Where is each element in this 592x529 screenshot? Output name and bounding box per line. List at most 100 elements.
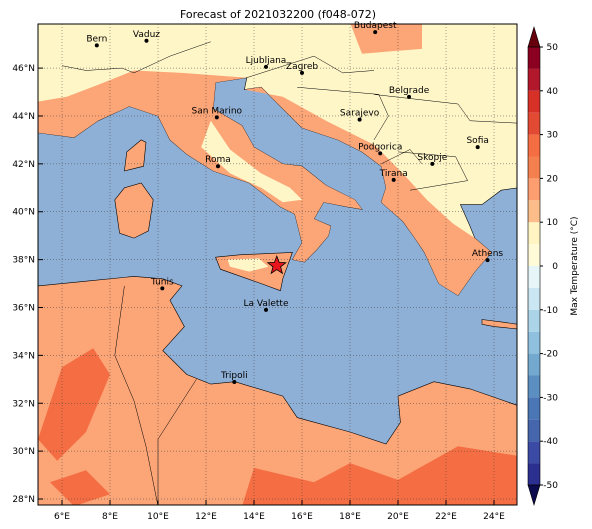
border — [297, 86, 389, 141]
lat-tick-label: 38°N — [12, 256, 35, 266]
lat-tick-label: 28°N — [12, 495, 35, 505]
colorbar-tick-label: 30 — [547, 131, 559, 141]
sardinia — [114, 182, 154, 239]
border — [61, 41, 211, 74]
lon-tick-label: 22°E — [435, 512, 457, 522]
colorbar-band — [528, 156, 540, 179]
city-label: Tripoli — [220, 371, 248, 381]
colorbar-tick-label: -30 — [543, 393, 558, 403]
lon-tick-label: 20°E — [387, 512, 409, 522]
colorbar-band — [528, 287, 540, 310]
colorbar-tick-label: -50 — [543, 481, 558, 491]
city-dot — [214, 115, 219, 120]
lon-tick-label: 12°E — [195, 512, 217, 522]
colorbar-band — [528, 309, 540, 332]
colorbar-band — [528, 112, 540, 135]
city-label: Tirana — [379, 169, 408, 179]
map-frame — [37, 23, 518, 506]
city-label: Podgorica — [358, 142, 402, 152]
city-label: Roma — [205, 155, 231, 165]
lat-tick-label: 34°N — [12, 351, 35, 361]
colorbar-band — [528, 222, 540, 245]
city-label: Vaduz — [133, 30, 160, 40]
lon-tick-label: 14°E — [243, 512, 265, 522]
lat-tick-label: 32°N — [12, 399, 35, 409]
border — [373, 94, 517, 124]
city-dot — [94, 43, 99, 48]
lon-tick-label: 24°E — [483, 512, 505, 522]
warm-zone — [50, 470, 110, 505]
colorbar-band — [528, 463, 540, 485]
colorbar-tick-label: 40 — [547, 87, 559, 97]
corsica — [124, 139, 147, 172]
warm-zone — [242, 446, 517, 505]
lon-tick-label: 16°E — [291, 512, 313, 522]
city-label: Tunis — [150, 277, 174, 287]
lat-tick-label: 30°N — [12, 447, 35, 457]
colorbar-band — [528, 134, 540, 157]
city-dot — [378, 151, 383, 156]
crete — [481, 319, 517, 330]
lat-tick-label: 46°N — [12, 64, 35, 74]
colorbar-band — [528, 266, 540, 288]
colorbar-tick-label: 10 — [547, 218, 559, 228]
mild-zone — [122, 44, 326, 71]
border — [381, 149, 423, 165]
warm-zone — [244, 87, 492, 296]
warm-zone — [350, 24, 422, 54]
city-dot — [407, 94, 412, 99]
warm-zone — [38, 70, 362, 262]
city-dot — [264, 64, 268, 69]
colorbar-band — [528, 178, 540, 201]
title: Forecast of 2021032200 (f048-072) — [180, 8, 376, 21]
city-label: Zagreb — [286, 62, 318, 72]
colorbar-band — [528, 353, 540, 376]
city-dot — [264, 307, 268, 312]
city-label: Athens — [472, 249, 503, 259]
mild-zone — [227, 258, 269, 272]
colorbar-band — [528, 90, 540, 113]
lat-tick-label: 42°N — [12, 160, 35, 170]
colorbar-band — [528, 331, 540, 354]
colorbar-tick-label: 20 — [547, 174, 559, 184]
lon-tick-label: 8°E — [102, 512, 118, 522]
border — [397, 151, 468, 191]
city-label: Belgrade — [389, 86, 430, 96]
colorbar-extend — [527, 25, 541, 48]
colorbar-tick-label: 50 — [547, 43, 559, 53]
warm-zone — [38, 348, 110, 461]
colorbar-tick-label: -40 — [543, 437, 558, 447]
city-label: Sarajevo — [340, 109, 380, 119]
colorbar-tick-label: -20 — [543, 350, 558, 360]
colorbar-extend — [527, 484, 541, 507]
colorbar-band — [528, 419, 540, 442]
city-dot — [373, 30, 378, 35]
colorbar-band — [528, 200, 540, 223]
colorbar-band — [528, 68, 540, 91]
colorbar-band — [528, 47, 540, 69]
city-dot — [357, 117, 362, 122]
colorbar-label: Max Temperature (°C) — [570, 216, 580, 315]
city-label: Bern — [86, 34, 107, 44]
city-label: Sofia — [466, 136, 488, 146]
city-label: Skopje — [417, 153, 447, 163]
lat-tick-label: 44°N — [12, 112, 35, 122]
city-dot — [144, 38, 149, 43]
city-dot — [300, 70, 304, 75]
lon-tick-label: 6°E — [54, 512, 70, 522]
city-dot — [216, 164, 220, 169]
colorbar-band — [528, 397, 540, 420]
colorbar-band — [528, 375, 540, 398]
city-label: La Valette — [244, 299, 289, 309]
lat-tick-label: 36°N — [12, 303, 35, 313]
colorbar-band — [528, 441, 540, 464]
city-dot — [391, 177, 396, 182]
city-dot — [232, 379, 237, 384]
mild-zone — [201, 120, 302, 203]
city-dot — [160, 286, 165, 291]
city-dot — [475, 145, 480, 150]
city-dot — [430, 161, 435, 166]
city-label: Budapest — [354, 21, 397, 31]
city-dot — [485, 258, 490, 263]
